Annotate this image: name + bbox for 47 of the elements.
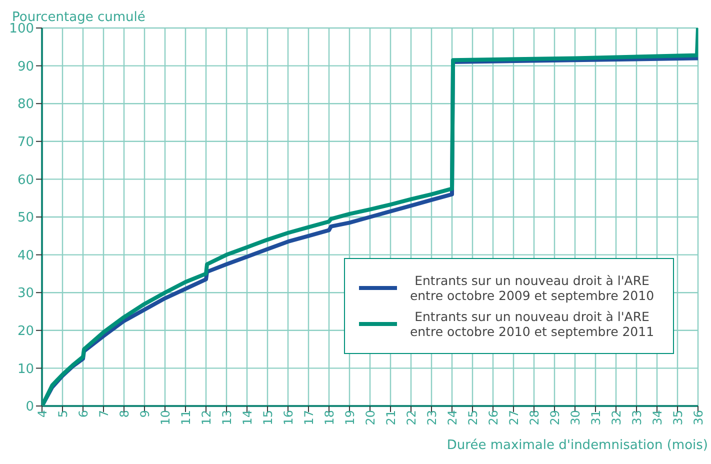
x-tick-label: 28: [528, 410, 542, 426]
x-tick-label: 14: [240, 410, 255, 426]
x-tick-label: 24: [446, 410, 460, 426]
y-tick-label: 80: [17, 97, 34, 112]
x-tick-label: 15: [261, 410, 276, 426]
x-tick-label: 5: [56, 410, 70, 418]
x-tick-label: 17: [302, 410, 316, 426]
y-tick-label: 10: [17, 362, 34, 377]
x-tick-label: 32: [610, 410, 624, 426]
x-axis-title: Durée maximale d'indemnisation (mois): [446, 438, 708, 453]
x-tick-label: 13: [220, 410, 234, 426]
x-tick-label: 4: [36, 410, 50, 418]
x-tick-label: 18: [322, 410, 337, 426]
x-tick-label: 26: [486, 410, 501, 426]
y-tick-label: 90: [17, 59, 34, 74]
x-tick-label: 12: [200, 410, 214, 426]
y-tick-label: 30: [17, 286, 34, 302]
x-tick-label: 35: [671, 410, 686, 426]
x-tick-label: 8: [118, 410, 132, 418]
legend-label: Entrants sur un nouveau droit à l'ARE entre octobre 2009 et septembre 2010: [408, 273, 656, 303]
x-tick-label: 33: [630, 410, 644, 426]
x-tick-label: 20: [364, 410, 378, 426]
y-tick-label: 40: [17, 248, 34, 264]
x-tick-label: 25: [466, 410, 480, 426]
x-tick-label: 7: [97, 410, 112, 418]
y-tick-label: 60: [17, 172, 34, 188]
x-tick-label: 21: [384, 410, 398, 426]
x-tick-label: 31: [589, 410, 604, 426]
y-tick-label: 0: [26, 400, 34, 415]
y-tick-label: 100: [9, 22, 34, 37]
x-tick-label: 9: [138, 410, 152, 418]
x-tick-label: 36: [692, 410, 706, 426]
x-tick-label: 23: [425, 410, 440, 426]
x-tick-label: 16: [282, 410, 296, 426]
x-tick-label: 10: [158, 410, 173, 426]
x-tick-label: 34: [650, 410, 665, 426]
legend-label: Entrants sur un nouveau droit à l'ARE entre octobre 2010 et septembre 2011: [408, 309, 656, 339]
x-tick-label: 27: [507, 410, 522, 426]
y-tick-label: 70: [17, 135, 34, 150]
y-tick-label: 50: [17, 210, 34, 226]
x-tick-label: 30: [568, 410, 583, 426]
y-tick-label: 20: [17, 324, 34, 340]
x-tick-label: 6: [76, 410, 91, 418]
x-tick-label: 22: [404, 410, 419, 426]
x-tick-label: 29: [548, 410, 562, 426]
x-tick-label: 11: [179, 410, 194, 426]
x-tick-label: 19: [343, 410, 358, 426]
